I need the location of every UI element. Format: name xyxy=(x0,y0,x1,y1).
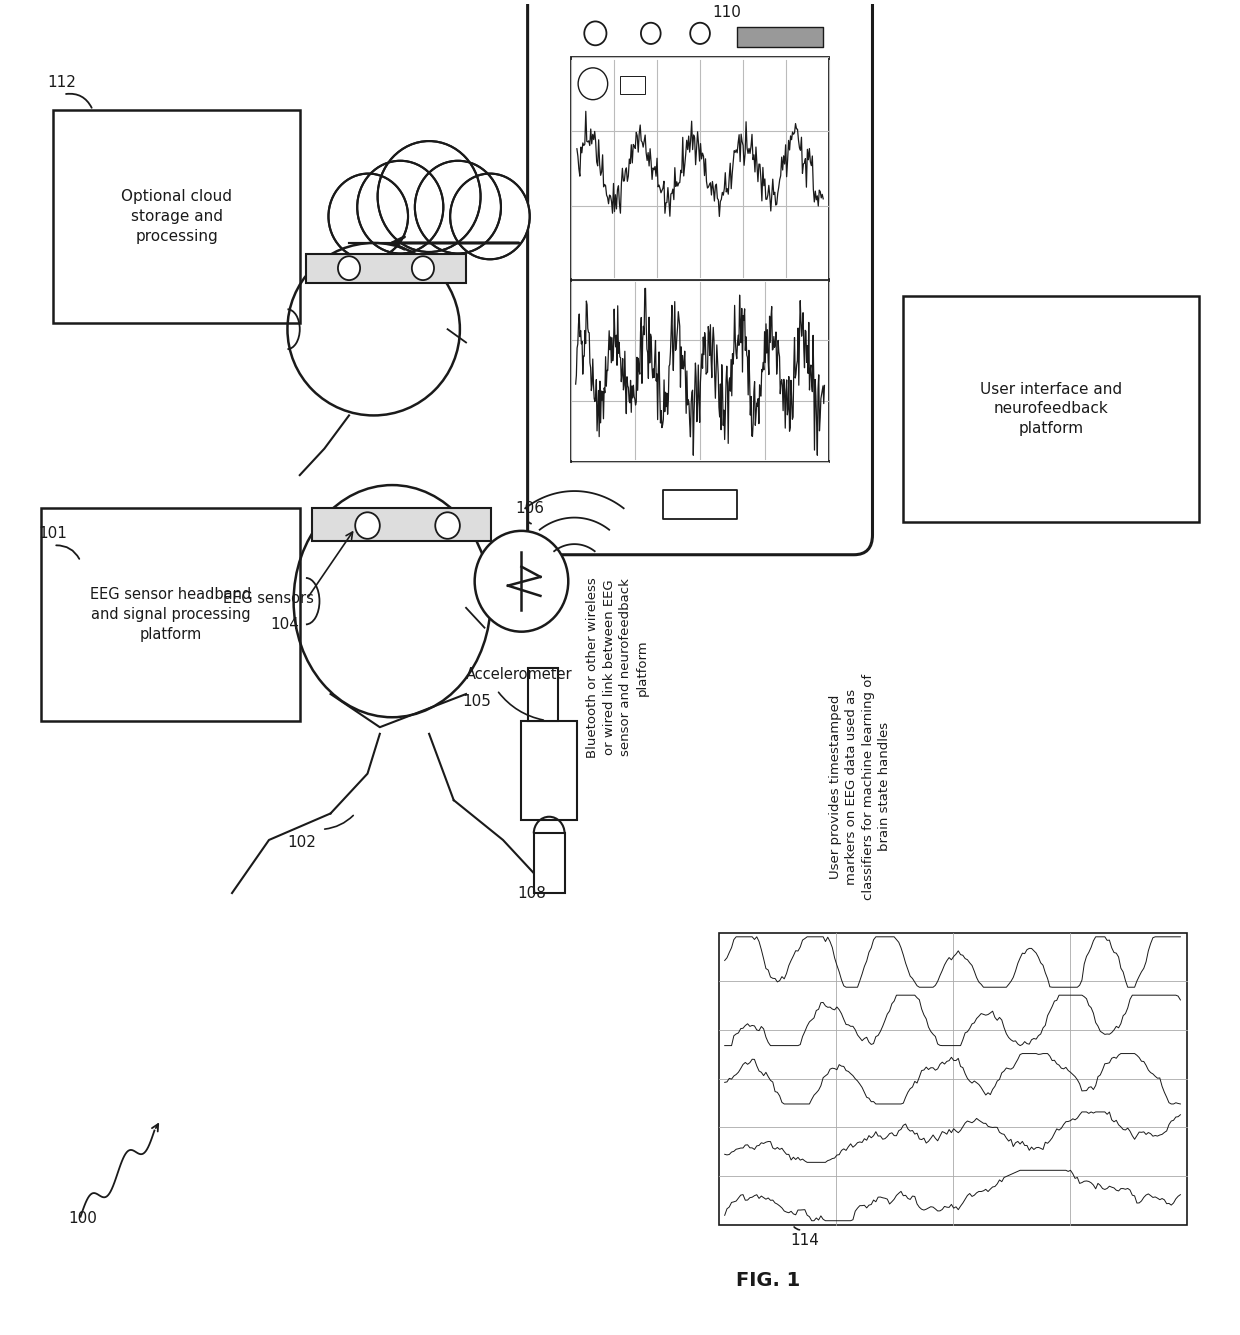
Text: User interface and
neurofeedback
platform: User interface and neurofeedback platfor… xyxy=(980,382,1122,437)
Bar xyxy=(570,57,830,462)
Bar xyxy=(312,509,491,542)
Bar xyxy=(522,721,577,820)
Circle shape xyxy=(393,158,465,235)
Bar xyxy=(903,296,1199,522)
Circle shape xyxy=(357,160,444,254)
Bar xyxy=(53,111,300,323)
Text: FIG. 1: FIG. 1 xyxy=(735,1271,800,1290)
Bar xyxy=(663,490,737,519)
Bar xyxy=(528,668,558,721)
Circle shape xyxy=(329,174,408,259)
Text: Optional cloud
storage and
processing: Optional cloud storage and processing xyxy=(122,190,232,244)
Bar xyxy=(620,76,645,95)
Circle shape xyxy=(378,142,481,252)
Text: 112: 112 xyxy=(47,75,76,91)
Circle shape xyxy=(450,174,529,259)
Circle shape xyxy=(584,21,606,45)
Circle shape xyxy=(578,68,608,100)
Text: 108: 108 xyxy=(517,886,546,901)
Text: EEG sensors: EEG sensors xyxy=(223,591,314,606)
FancyBboxPatch shape xyxy=(528,0,873,555)
Text: 114: 114 xyxy=(790,1232,820,1248)
Bar xyxy=(348,196,510,243)
Circle shape xyxy=(415,160,501,254)
Circle shape xyxy=(355,513,379,539)
Text: 104: 104 xyxy=(270,617,299,631)
Text: Accelerometer: Accelerometer xyxy=(466,666,573,682)
Circle shape xyxy=(475,531,568,631)
Circle shape xyxy=(435,513,460,539)
Bar xyxy=(718,933,1187,1224)
Circle shape xyxy=(412,256,434,280)
Circle shape xyxy=(370,175,430,239)
Text: 106: 106 xyxy=(516,501,544,517)
Circle shape xyxy=(641,23,661,44)
Circle shape xyxy=(428,175,489,239)
Circle shape xyxy=(463,187,518,247)
Text: 105: 105 xyxy=(463,694,491,709)
Text: 110: 110 xyxy=(712,5,742,20)
Text: User provides timestamped
markers on EEG data used as
classifiers for machine le: User provides timestamped markers on EEG… xyxy=(828,674,892,900)
Bar xyxy=(306,254,466,283)
Circle shape xyxy=(691,23,711,44)
Bar xyxy=(348,196,510,243)
Circle shape xyxy=(339,256,360,280)
Bar xyxy=(533,833,564,893)
Text: Bluetooth or other wireless
or wired link between EEG
sensor and neurofeedback
p: Bluetooth or other wireless or wired lin… xyxy=(587,577,649,758)
Circle shape xyxy=(341,187,396,247)
Text: 100: 100 xyxy=(68,1211,97,1227)
Text: 101: 101 xyxy=(38,526,67,542)
Bar xyxy=(737,27,823,47)
Text: 102: 102 xyxy=(288,834,316,849)
Text: EEG sensor headband
and signal processing
platform: EEG sensor headband and signal processin… xyxy=(89,587,250,642)
Bar xyxy=(41,509,300,721)
